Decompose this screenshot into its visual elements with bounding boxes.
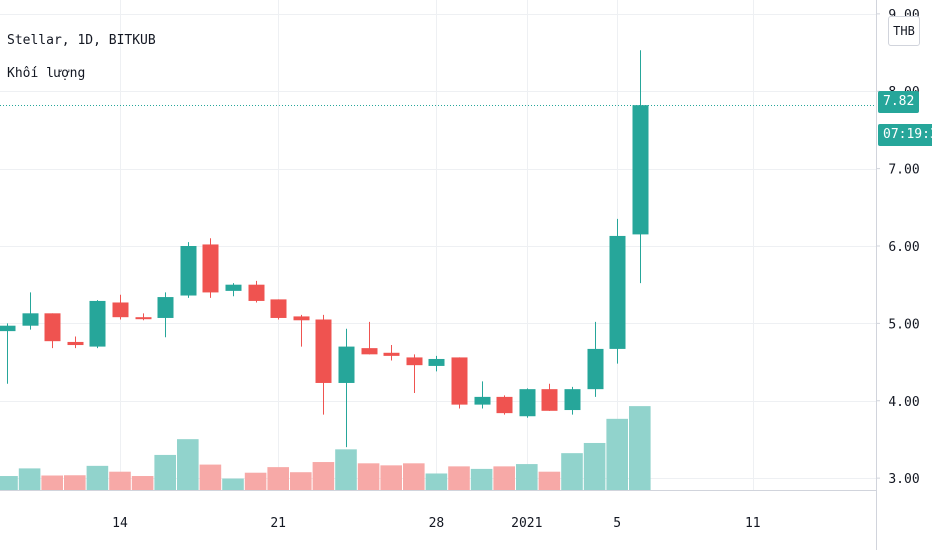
candle-body: [338, 346, 355, 383]
candle-body: [225, 284, 242, 291]
volume-bar: [606, 418, 628, 490]
candlesticks: [0, 50, 649, 448]
volume-bar: [538, 471, 561, 490]
candle-body: [112, 302, 129, 318]
volume-bars: [0, 406, 651, 490]
candle-body: [248, 284, 265, 301]
time-tick-label: 2021: [511, 516, 542, 531]
time-tick-label: 28: [429, 516, 445, 531]
candle-body: [135, 317, 152, 320]
price-tick-label: 6.00: [888, 240, 919, 255]
candle-body: [541, 389, 558, 411]
candle-body: [67, 341, 84, 346]
volume-bar: [448, 466, 470, 490]
volume-bar: [18, 468, 41, 490]
volume-bar: [516, 464, 538, 490]
candle-body: [383, 352, 400, 356]
legend-volume-label[interactable]: Khối lượng: [7, 66, 86, 81]
candle-body: [428, 358, 445, 366]
currency-badge[interactable]: THB: [888, 16, 920, 46]
bar-countdown-label: 07:19:38: [878, 124, 932, 146]
price-tick-label: 5.00: [888, 317, 919, 332]
candle-body: [361, 348, 378, 355]
candle-body: [89, 300, 106, 347]
volume-bar: [493, 466, 515, 490]
volume-bar: [64, 475, 86, 490]
candle-body: [180, 246, 197, 296]
volume-bar: [357, 463, 380, 490]
volume-bar: [177, 439, 199, 490]
tick-labels: 3.004.005.006.007.008.009.00142128202151…: [112, 8, 919, 531]
candle-body: [0, 325, 16, 332]
volume-bar: [244, 472, 267, 490]
candle-body: [44, 313, 61, 342]
volume-bar: [267, 467, 289, 490]
candle-body: [564, 389, 581, 411]
volume-bar: [583, 442, 606, 490]
last-price-label: 7.82: [878, 91, 920, 113]
grid-lines: [0, 0, 876, 490]
volume-bar: [154, 454, 176, 490]
volume-bar: [335, 449, 357, 490]
time-tick-label: 21: [270, 516, 286, 531]
volume-bar: [629, 406, 651, 490]
candle-body: [22, 313, 39, 326]
volume-bar: [41, 475, 63, 490]
candle-body: [496, 396, 513, 414]
volume-bar: [222, 478, 244, 490]
candle-body: [609, 235, 626, 349]
volume-bar: [199, 464, 222, 490]
volume-bar: [470, 468, 493, 490]
candle-body: [202, 244, 219, 293]
volume-bar: [561, 453, 583, 490]
candle-body: [451, 357, 468, 405]
price-tick-label: 3.00: [888, 472, 919, 487]
volume-bar: [0, 476, 18, 490]
legend-symbol-line[interactable]: Stellar, 1D, BITKUB: [7, 33, 156, 48]
axes: [0, 0, 880, 550]
candle-body: [519, 389, 536, 417]
candle-body: [632, 105, 649, 235]
price-tick-label: 7.00: [888, 163, 919, 178]
volume-bar: [425, 473, 448, 490]
volume-bar: [380, 465, 402, 490]
candle-body: [157, 297, 174, 318]
volume-bar: [403, 463, 425, 490]
candle-body: [270, 299, 287, 318]
volume-bar: [86, 465, 109, 490]
volume-bar: [312, 462, 335, 490]
candle-body: [406, 357, 423, 366]
candle-body: [474, 396, 491, 405]
volume-bar: [131, 476, 154, 490]
candle-body: [315, 319, 332, 383]
candle-body: [293, 316, 310, 321]
time-tick-label: 5: [613, 516, 621, 531]
time-tick-label: 11: [745, 516, 761, 531]
time-tick-label: 14: [112, 516, 128, 531]
volume-bar: [109, 471, 131, 490]
candle-body: [587, 348, 604, 390]
price-tick-label: 4.00: [888, 395, 919, 410]
volume-bar: [290, 472, 312, 490]
